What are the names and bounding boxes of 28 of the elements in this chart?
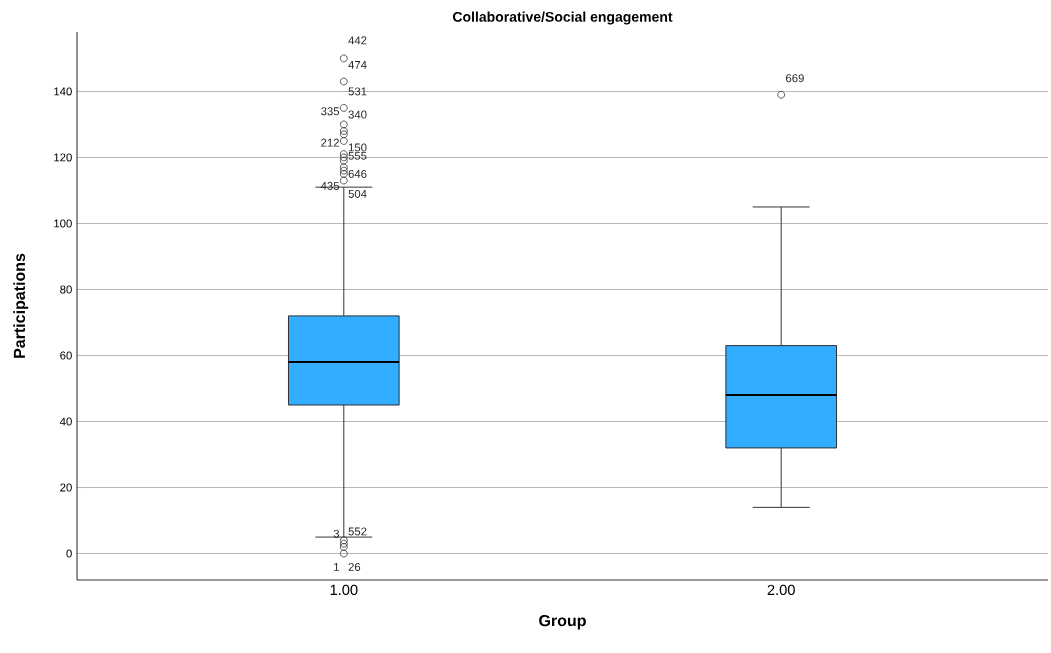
- annotation: 3: [333, 529, 340, 538]
- y-tick-label: 20: [60, 483, 72, 492]
- y-tick-label: 100: [54, 219, 72, 228]
- annotation: 1: [334, 563, 339, 571]
- annotation: 552: [348, 527, 367, 536]
- annotation: 335: [321, 107, 340, 116]
- annotation: 646: [348, 169, 367, 178]
- annotation: 555: [348, 151, 367, 160]
- annotation: 669: [786, 74, 804, 83]
- y-tick-label: 40: [59, 417, 72, 426]
- chart-title: Collaborative/Social engagement: [452, 11, 673, 25]
- annotation: 150: [348, 143, 367, 152]
- x-axis-title: Group: [539, 614, 586, 630]
- x-tick-label: 2.00: [767, 584, 795, 596]
- y-tick-label: 60: [60, 351, 72, 360]
- annotation: 531: [348, 87, 367, 96]
- y-axis-title: Participations: [13, 253, 29, 358]
- y-tick-label: 80: [60, 285, 72, 294]
- y-tick-label: 0: [66, 549, 72, 558]
- x-tick-label: 1.00: [330, 584, 358, 596]
- annotation: 474: [348, 61, 367, 69]
- annotation: 504: [348, 189, 367, 198]
- annotation: 212: [321, 138, 339, 147]
- y-tick-label: 120: [54, 153, 72, 162]
- annotation: 340: [348, 110, 367, 119]
- y-tick-label: 140: [54, 87, 72, 96]
- annotation: 442: [348, 36, 367, 45]
- annotation: 26: [348, 562, 361, 571]
